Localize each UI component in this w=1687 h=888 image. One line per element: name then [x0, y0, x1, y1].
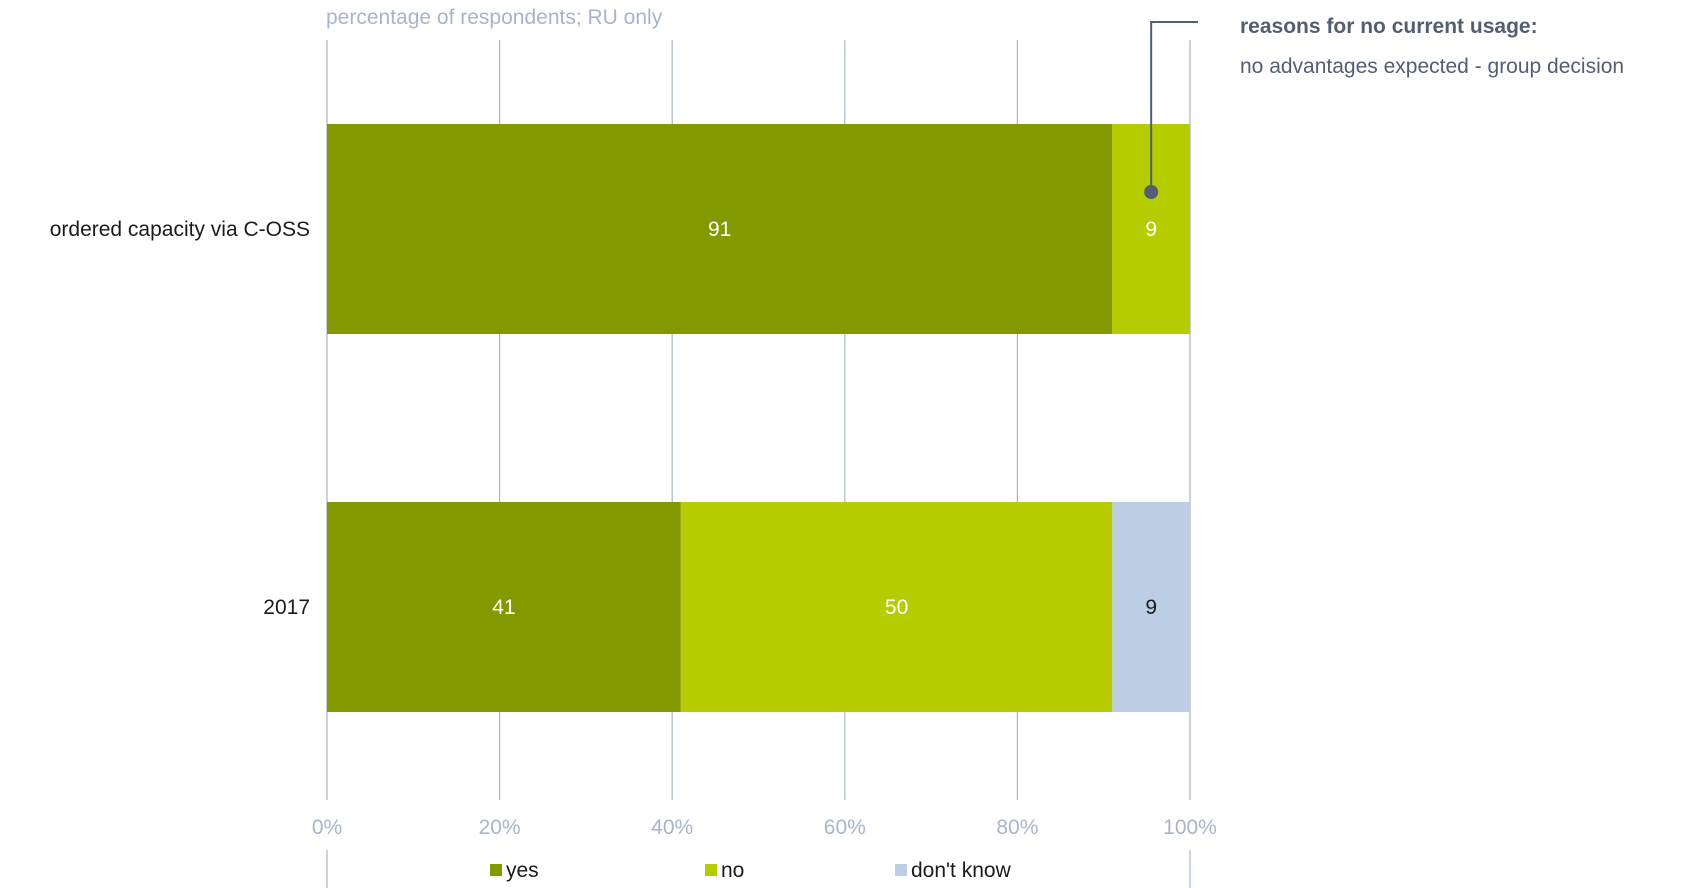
legend: yes no don't know — [490, 859, 1012, 882]
x-axis-ticks: 0% 20% 40% 60% 80% 100% — [312, 816, 1217, 839]
data-label: 50 — [885, 596, 908, 619]
category-label: ordered capacity via C-OSS — [50, 218, 310, 241]
legend-label: no — [721, 859, 744, 882]
chart-subtitle: percentage of respondents; RU only — [326, 6, 663, 29]
x-tick-label: 40% — [651, 816, 693, 839]
annotation-text: no advantages expected - group decision — [1240, 55, 1625, 78]
legend-label: yes — [506, 859, 539, 882]
legend-swatch — [705, 864, 717, 876]
bar-segment — [680, 502, 1113, 712]
x-tick-label: 80% — [996, 816, 1038, 839]
legend-swatch — [895, 864, 907, 876]
data-label: 41 — [492, 596, 515, 619]
annotation-title: reasons for no current usage: — [1240, 15, 1538, 38]
x-tick-label: 20% — [479, 816, 521, 839]
annotation-callout — [1144, 21, 1198, 199]
category-label: 2017 — [263, 596, 310, 619]
bar-segment — [1112, 502, 1190, 712]
annotation-dot — [1144, 185, 1159, 199]
category-labels: ordered capacity via C-OSS 2017 — [50, 218, 310, 619]
annotation-connector — [1150, 21, 1198, 192]
data-label: 9 — [1145, 596, 1157, 619]
x-tick-label: 100% — [1163, 816, 1217, 839]
x-tick-label: 0% — [312, 816, 342, 839]
bar-segment — [327, 502, 681, 712]
data-label: 91 — [708, 218, 731, 241]
legend-swatch — [490, 864, 502, 876]
bar-segment — [327, 124, 1113, 334]
data-label: 9 — [1145, 218, 1157, 241]
bars: 91 9 41 50 9 — [327, 124, 1190, 712]
x-tick-label: 60% — [824, 816, 866, 839]
legend-label: don't know — [911, 859, 1012, 882]
